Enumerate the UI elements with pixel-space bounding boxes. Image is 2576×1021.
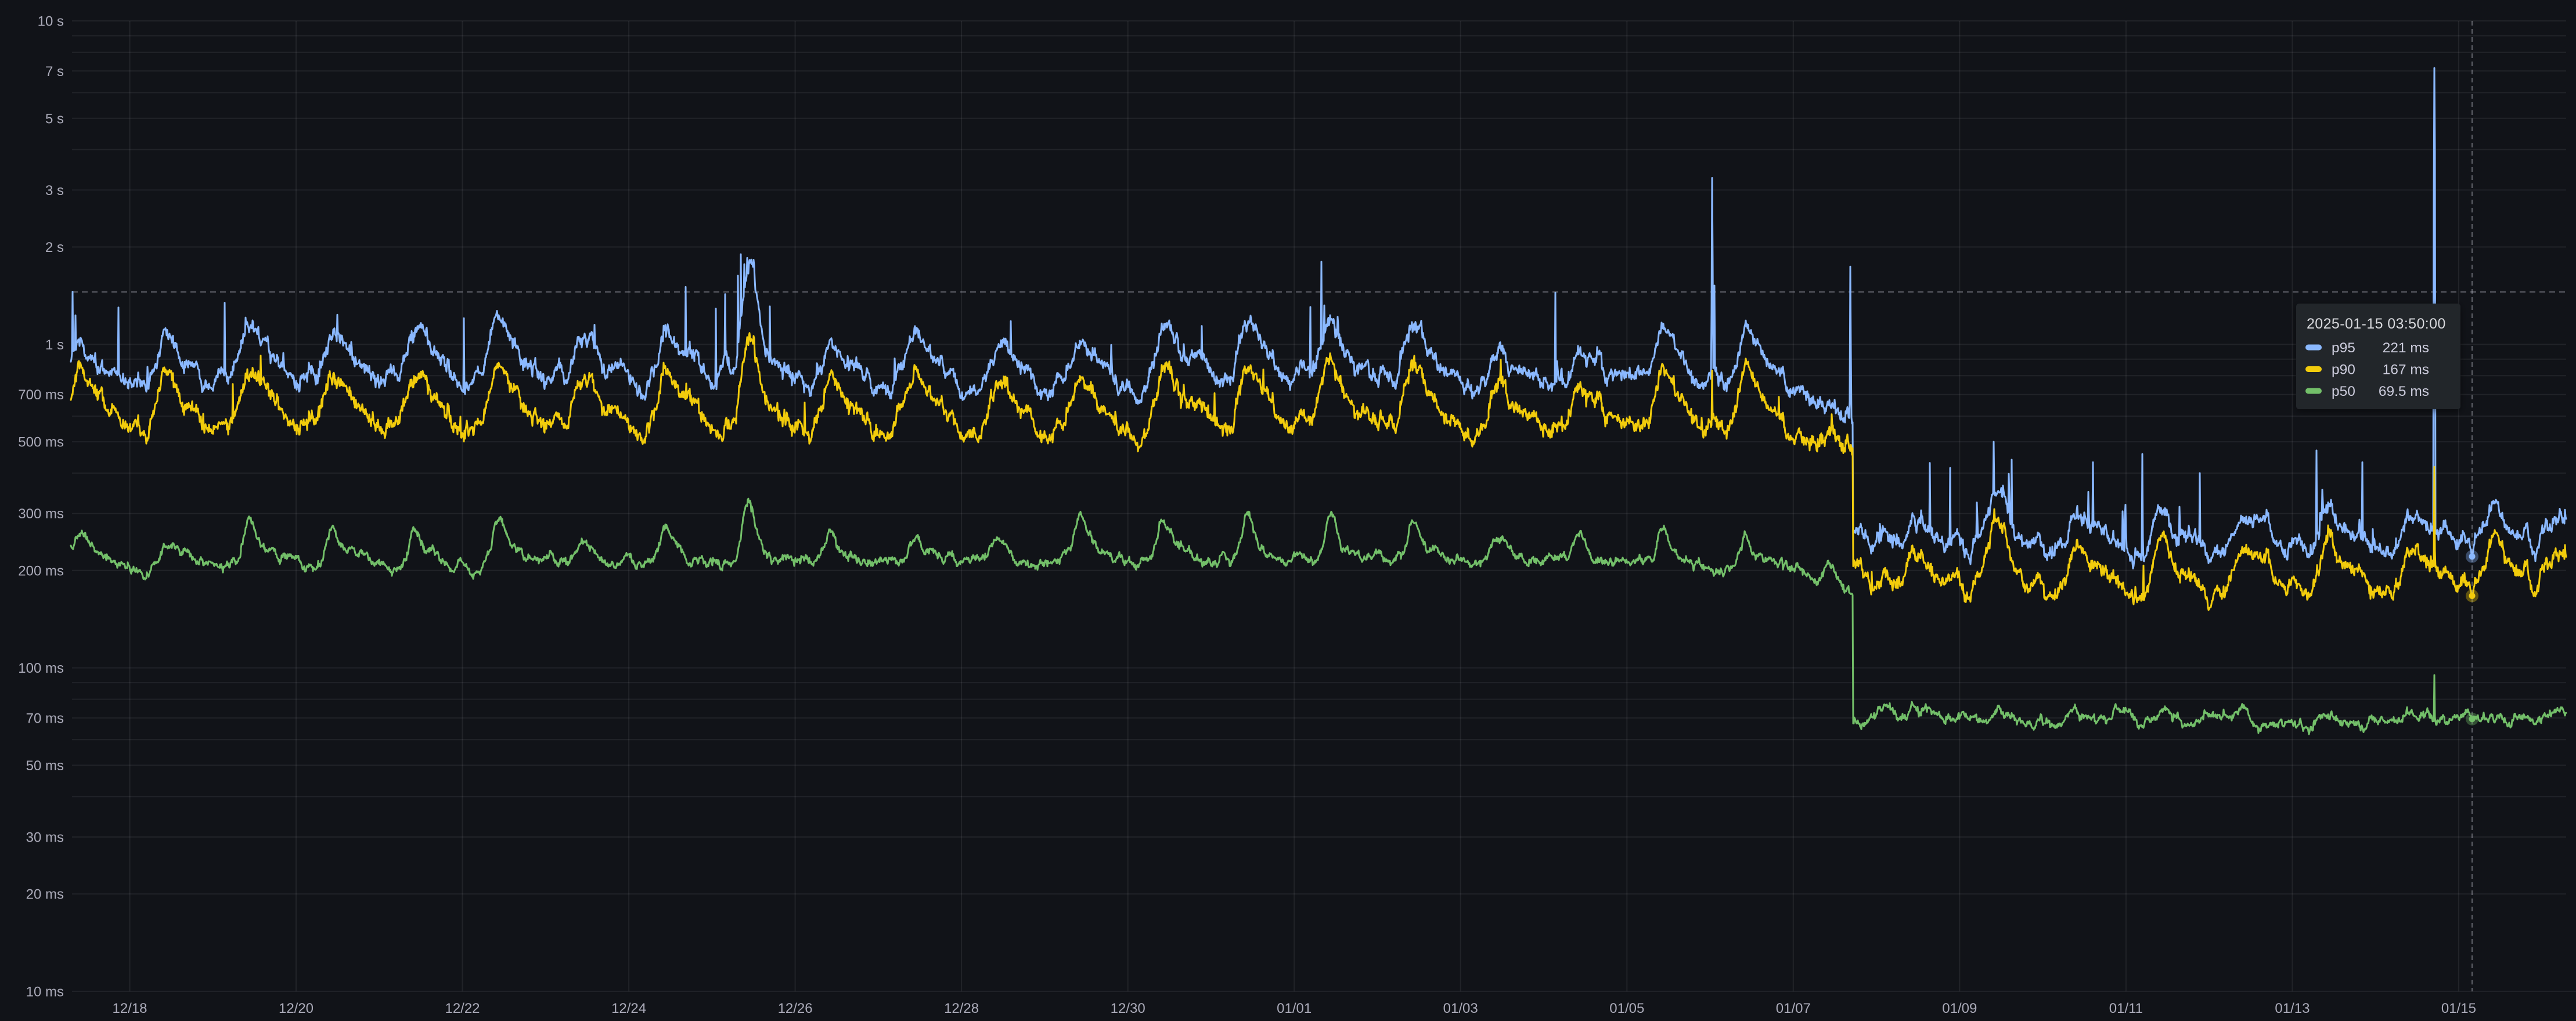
svg-text:01/13: 01/13 (2275, 1001, 2310, 1016)
svg-text:12/20: 12/20 (279, 1001, 314, 1016)
svg-text:7 s: 7 s (45, 64, 64, 80)
svg-text:01/07: 01/07 (1776, 1001, 1811, 1016)
svg-text:12/30: 12/30 (1111, 1001, 1145, 1016)
svg-text:30 ms: 30 ms (26, 830, 64, 846)
svg-text:12/28: 12/28 (944, 1001, 979, 1016)
svg-text:100 ms: 100 ms (18, 661, 64, 676)
svg-text:50 ms: 50 ms (26, 758, 64, 774)
svg-text:10 s: 10 s (38, 14, 64, 30)
svg-text:221 ms: 221 ms (2383, 340, 2429, 356)
svg-text:10 ms: 10 ms (26, 984, 64, 1000)
svg-text:12/24: 12/24 (611, 1001, 646, 1016)
svg-text:69.5 ms: 69.5 ms (2379, 384, 2429, 399)
svg-text:12/26: 12/26 (778, 1001, 813, 1016)
svg-text:2 s: 2 s (45, 240, 64, 255)
svg-text:700 ms: 700 ms (18, 387, 64, 403)
svg-text:p95: p95 (2332, 340, 2355, 356)
svg-text:01/09: 01/09 (1942, 1001, 1977, 1016)
svg-text:5 s: 5 s (45, 111, 64, 127)
svg-text:01/03: 01/03 (1443, 1001, 1478, 1016)
svg-text:2025-01-15 03:50:00: 2025-01-15 03:50:00 (2307, 316, 2446, 332)
svg-text:20 ms: 20 ms (26, 887, 64, 903)
svg-text:167 ms: 167 ms (2383, 362, 2429, 378)
svg-text:1 s: 1 s (45, 337, 64, 353)
svg-text:p90: p90 (2332, 362, 2355, 378)
svg-text:12/22: 12/22 (445, 1001, 480, 1016)
svg-text:200 ms: 200 ms (18, 563, 64, 579)
svg-text:300 ms: 300 ms (18, 506, 64, 522)
svg-text:70 ms: 70 ms (26, 710, 64, 726)
svg-text:12/18: 12/18 (112, 1001, 147, 1016)
svg-text:01/15: 01/15 (2441, 1001, 2476, 1016)
svg-text:01/11: 01/11 (2109, 1001, 2143, 1016)
svg-text:500 ms: 500 ms (18, 435, 64, 450)
svg-text:p50: p50 (2332, 384, 2355, 399)
svg-text:3 s: 3 s (45, 183, 64, 199)
svg-text:01/05: 01/05 (1609, 1001, 1644, 1016)
svg-text:01/01: 01/01 (1277, 1001, 1312, 1016)
